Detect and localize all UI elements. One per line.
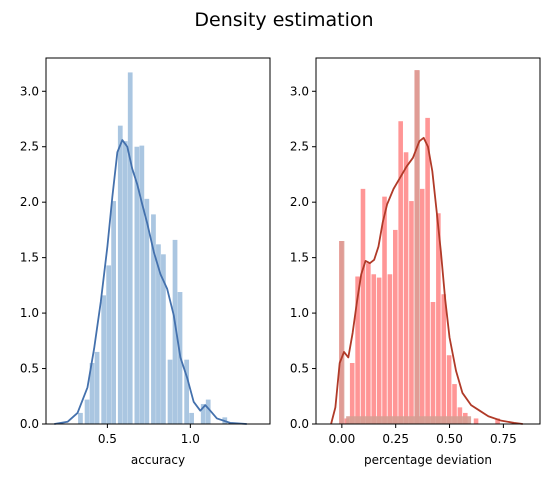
hist-bar-12 [144,198,150,424]
hist-bar-7 [376,277,382,424]
hist-bar-6 [111,201,116,424]
hist-bar-3 [355,276,360,424]
hist-bar-20 [446,355,452,424]
hist-bar-20 [189,412,194,424]
hist-overlay-bar-0 [339,241,345,424]
x-tick-label-1: 0.25 [382,432,409,446]
axes-frame [315,57,541,425]
y-tick-label-6: 3.0 [20,84,39,98]
x-tick-label-3: 0.75 [490,432,517,446]
hist-bar-18 [436,213,441,424]
y-tick-label-0: 0.0 [290,417,309,431]
y-tick-label-4: 2.0 [20,195,39,209]
x-tick-label-0: 0.5 [98,432,117,446]
hist-bar-13 [151,214,156,424]
x-tick-label-1: 1.0 [181,432,200,446]
hist-bar-24 [473,418,479,424]
hist-bar-4 [101,295,107,424]
hist-bar-5 [366,263,371,424]
hist-bar-9 [127,72,133,425]
accuracy-panel: 0.0 0.5 1.0 1.5 2.0 2.5 3.0 0.5 1.0 accuracy [20,57,271,467]
x-axis-label: percentage deviation [364,453,492,467]
hist-bar-1 [84,399,90,424]
hist-bar-19 [184,359,190,424]
hist-bar-2 [89,363,95,424]
y-tick-label-5: 2.5 [20,140,39,154]
hist-bar-15 [161,254,166,424]
y-tick-label-4: 2.0 [290,195,309,209]
hist-bar-3 [94,351,100,424]
hist-bar-0 [78,412,83,424]
hist-bar-10 [393,229,398,424]
y-tick-label-1: 0.5 [20,362,39,376]
y-tick-label-2: 1.0 [20,306,39,320]
kde-line [54,139,247,425]
hist-bar-15 [419,188,425,424]
hist-overlay-bar-peak [414,70,420,424]
x-tick-label-0: 0.00 [328,432,355,446]
hist-bar-8 [382,196,387,424]
hist-bar-11 [139,145,145,424]
hist-bar-25 [495,418,500,424]
hist-bar-6 [371,274,377,424]
hist-bar-21 [200,404,206,424]
hist-bar-16 [167,359,173,424]
percentage-deviation-panel: 0.0 0.5 1.0 1.5 2.0 2.5 3.0 0.00 0.25 0.50 0.75 per… [290,57,541,467]
hist-bar-10 [134,146,140,425]
hist-bar-17 [430,302,436,424]
y-tick-label-3: 1.5 [20,251,39,265]
x-tick-label-2: 0.50 [436,432,463,446]
hist-bar-8 [122,141,128,424]
hist-bar-4 [360,188,366,424]
y-tick-label-5: 2.5 [290,140,309,154]
figure-title: Density estimation [194,9,373,31]
hist-bar-19 [441,294,447,424]
hist-bar-5 [106,265,112,424]
hist-bar-22 [457,407,463,424]
hist-bar-11 [398,121,403,424]
hist-bar-2 [349,363,355,424]
hist-bar-9 [387,274,393,424]
hist-overlay-band [346,416,472,424]
x-axis-label: accuracy [131,453,185,467]
hist-bar-17 [172,239,178,424]
y-tick-label-2: 1.0 [290,306,309,320]
y-tick-label-1: 0.5 [290,362,309,376]
y-tick-label-0: 0.0 [20,417,39,431]
y-tick-label-3: 1.5 [290,251,309,265]
hist-bar-13 [409,201,414,424]
kde-line [330,136,523,425]
axes-frame [45,57,271,425]
hist-bar-21 [452,384,457,424]
hist-bar-22 [205,399,211,424]
y-tick-label-6: 3.0 [290,84,309,98]
hist-bar-12 [403,152,409,424]
hist-bar-7 [117,125,123,425]
hist-bar-16 [425,117,430,424]
hist-bar-14 [156,244,161,424]
